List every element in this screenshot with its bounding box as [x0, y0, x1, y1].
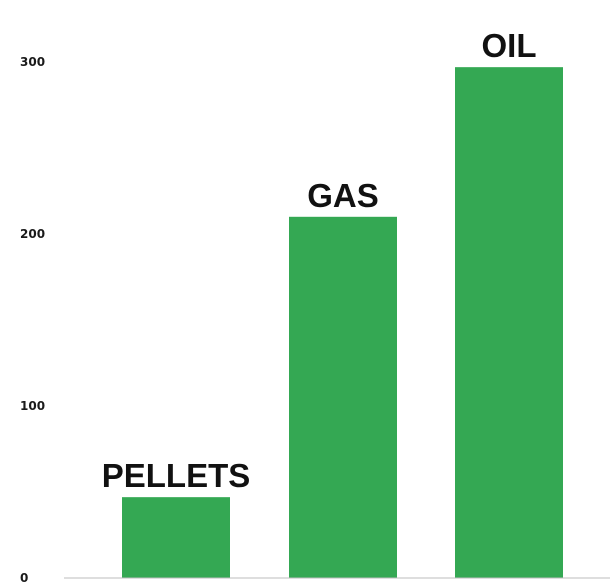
y-tick-label-0: 0: [20, 571, 28, 585]
bar-label-oil: OIL: [482, 27, 537, 64]
bar-oil: [455, 67, 563, 578]
bar-labels: PELLETS GAS OIL: [102, 27, 537, 494]
y-tick-label-300: 300: [20, 55, 45, 69]
bar-label-gas: GAS: [307, 177, 379, 214]
y-tick-label-200: 200: [20, 227, 45, 241]
bar-label-pellets: PELLETS: [102, 457, 251, 494]
bar-gas: [289, 216, 397, 579]
bar-pellets: [122, 497, 230, 578]
bars: [122, 67, 563, 579]
y-tick-label-100: 100: [20, 399, 45, 413]
y-axis-ticks: 0 100 200 300: [20, 55, 45, 585]
